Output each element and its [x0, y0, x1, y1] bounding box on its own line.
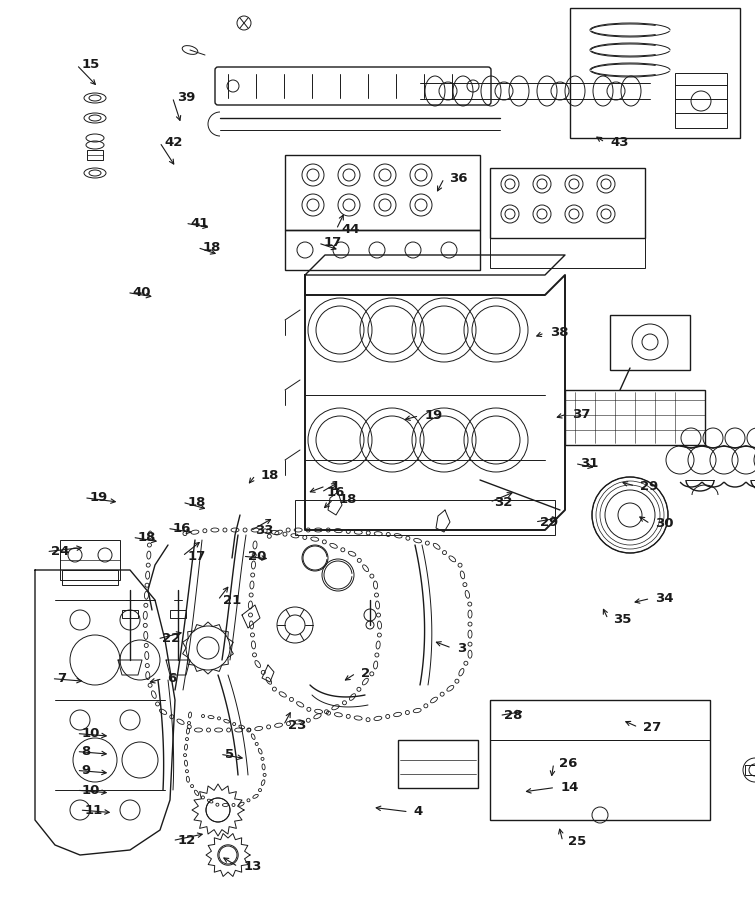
- Text: 18: 18: [202, 241, 220, 254]
- Text: 19: 19: [89, 491, 107, 504]
- Text: 29: 29: [540, 516, 558, 528]
- Text: 11: 11: [85, 804, 103, 816]
- Text: 26: 26: [559, 757, 577, 770]
- Text: 43: 43: [610, 136, 629, 149]
- Text: 35: 35: [613, 613, 631, 626]
- Text: 13: 13: [243, 860, 261, 873]
- Text: 29: 29: [640, 480, 658, 492]
- Text: 8: 8: [82, 745, 91, 758]
- Text: 9: 9: [82, 764, 91, 777]
- Bar: [745, 765, 755, 775]
- Text: 28: 28: [504, 709, 522, 722]
- Text: 17: 17: [323, 237, 341, 249]
- Text: 18: 18: [137, 531, 156, 544]
- Text: 40: 40: [132, 286, 151, 299]
- Text: 21: 21: [223, 594, 241, 607]
- Bar: [122, 610, 138, 618]
- Text: 14: 14: [560, 781, 578, 794]
- Bar: [565, 390, 705, 445]
- Text: 30: 30: [655, 518, 674, 530]
- Text: 2: 2: [361, 667, 370, 680]
- Text: 1: 1: [331, 480, 340, 492]
- Text: 23: 23: [288, 719, 307, 732]
- Bar: [295, 500, 555, 535]
- Bar: [490, 238, 645, 268]
- Bar: [490, 168, 645, 238]
- Text: 41: 41: [190, 217, 208, 230]
- Bar: [62, 570, 118, 585]
- Text: 19: 19: [424, 410, 442, 422]
- Text: 24: 24: [51, 545, 69, 558]
- Text: 32: 32: [495, 496, 513, 508]
- Text: 10: 10: [82, 727, 100, 740]
- Text: 6: 6: [168, 672, 177, 685]
- Text: 31: 31: [580, 457, 598, 470]
- Bar: [87, 150, 103, 160]
- Text: 39: 39: [177, 91, 196, 104]
- Bar: [490, 700, 710, 740]
- Text: 44: 44: [341, 223, 360, 236]
- Text: 27: 27: [643, 721, 661, 734]
- Text: 36: 36: [449, 172, 468, 184]
- Text: 16: 16: [326, 486, 344, 499]
- Bar: [285, 155, 480, 230]
- Bar: [60, 540, 120, 580]
- Text: 33: 33: [255, 525, 274, 537]
- Text: 20: 20: [248, 550, 266, 562]
- Bar: [610, 315, 690, 370]
- Bar: [490, 700, 710, 820]
- Text: 17: 17: [187, 550, 205, 562]
- Text: 12: 12: [177, 834, 196, 847]
- Bar: [170, 610, 186, 618]
- Text: 4: 4: [414, 806, 423, 818]
- Text: 10: 10: [82, 784, 100, 796]
- Bar: [570, 8, 740, 138]
- Text: 5: 5: [225, 748, 234, 760]
- Text: 22: 22: [162, 633, 180, 645]
- Text: 18: 18: [338, 493, 356, 506]
- Text: 18: 18: [260, 469, 279, 482]
- Bar: [285, 230, 480, 270]
- Bar: [675, 73, 727, 128]
- Text: 34: 34: [655, 592, 674, 605]
- Text: 42: 42: [165, 136, 183, 149]
- Text: 3: 3: [457, 642, 466, 654]
- Text: 37: 37: [572, 408, 590, 420]
- Text: 7: 7: [57, 672, 66, 685]
- Text: 25: 25: [568, 835, 586, 848]
- Bar: [398, 740, 478, 788]
- Text: 38: 38: [550, 327, 569, 339]
- Text: 18: 18: [187, 496, 205, 508]
- Text: 15: 15: [82, 58, 100, 71]
- Text: 16: 16: [172, 522, 190, 535]
